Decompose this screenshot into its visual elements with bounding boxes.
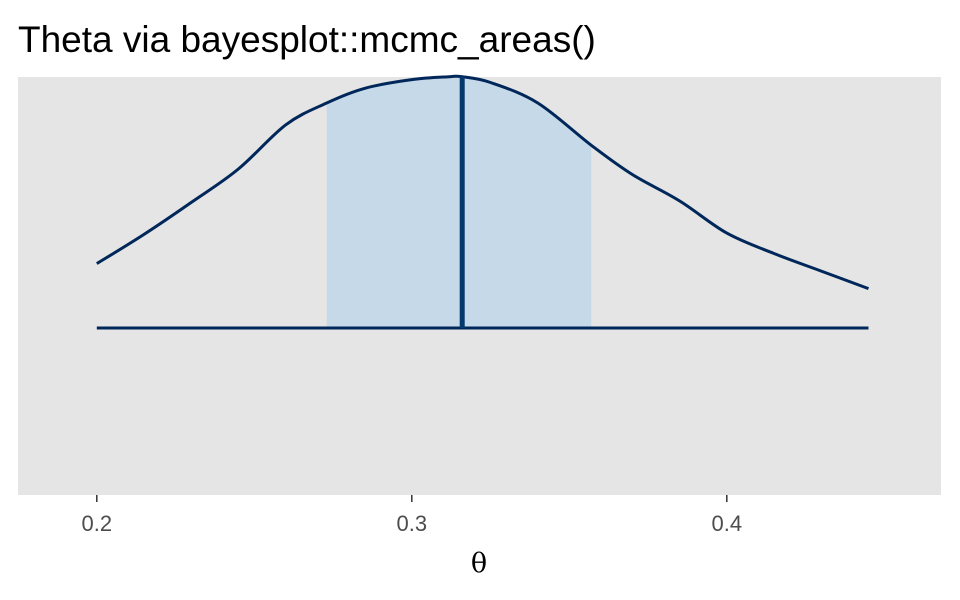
x-axis-label: θ — [471, 548, 487, 579]
inner-interval-area — [326, 76, 592, 328]
x-tick-label: 0.4 — [712, 511, 743, 536]
chart-title: Theta via bayesplot::mcmc_areas() — [18, 19, 596, 60]
x-tick-label: 0.2 — [82, 511, 113, 536]
x-tick-label: 0.3 — [397, 511, 428, 536]
